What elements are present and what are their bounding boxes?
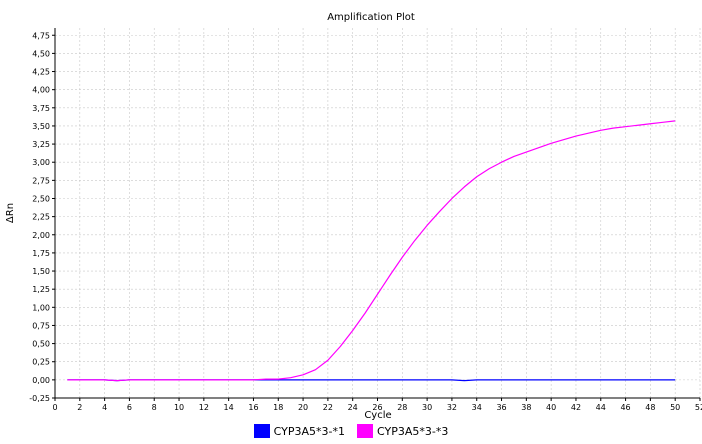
plot-area-svg: Amplification Plot -0,25 0,00 0,25 0,50 0,75… (5, 12, 702, 421)
x-tick-label: 32 (447, 403, 457, 412)
chart-title: Amplification Plot (327, 12, 415, 23)
x-tick-label: 14 (224, 403, 234, 412)
x-tick-label: 40 (546, 403, 556, 412)
legend: CYP3A5*3-*1 CYP3A5*3-*3 (0, 424, 702, 438)
grid-layer (54, 28, 701, 399)
y-tick-label: 1,00 (32, 303, 50, 312)
x-tick-label: 30 (422, 403, 432, 412)
x-tick-label: 24 (348, 403, 358, 412)
x-tick-label: 42 (571, 403, 581, 412)
x-tick-label: 34 (472, 403, 482, 412)
y-tick-label: 0,25 (32, 358, 50, 367)
y-tick-label: 1,50 (32, 267, 50, 276)
x-tick-label: 0 (52, 403, 57, 412)
x-tick-label: 18 (273, 403, 283, 412)
x-tick-label: 22 (323, 403, 333, 412)
legend-label: CYP3A5*3-*1 (273, 424, 345, 438)
y-tick-label: 4,00 (32, 86, 50, 95)
x-tick-label: 2 (77, 403, 82, 412)
x-tick-label: 28 (397, 403, 407, 412)
series-layer (67, 120, 676, 382)
x-tick-label: 4 (102, 403, 107, 412)
y-tick-label: 3,25 (32, 140, 50, 149)
y-tick-label: 4,25 (32, 68, 50, 77)
x-tick-label: 36 (496, 403, 506, 412)
x-tick-label: 50 (670, 403, 680, 412)
y-tick-label: 3,75 (32, 104, 50, 113)
y-tick-label: 3,50 (32, 122, 50, 131)
y-tick-label: 2,75 (32, 176, 50, 185)
x-tick-label: 20 (298, 403, 308, 412)
legend-swatch-blue (253, 424, 270, 438)
y-tick-label: 3,00 (32, 158, 50, 167)
legend-item-cyp3a5-3-3[interactable]: CYP3A5*3-*3 (357, 424, 448, 438)
y-tick-label: 2,00 (32, 231, 50, 240)
x-axis-title: Cycle (364, 410, 391, 421)
x-tick-label: 38 (521, 403, 531, 412)
x-tick-label: 8 (152, 403, 157, 412)
y-tick-label: 0,75 (32, 321, 50, 330)
axis-layer: -0,25 0,00 0,25 0,50 0,75 1,00 1,25 1,50 1,75 2,0… (29, 28, 702, 412)
x-tick-label: 12 (199, 403, 209, 412)
y-tick-label: 1,75 (32, 249, 50, 258)
legend-label: CYP3A5*3-*3 (377, 424, 449, 438)
y-tick-label: 2,50 (32, 194, 50, 203)
x-tick-label: 52 (695, 403, 702, 412)
x-tick-label: 16 (248, 403, 258, 412)
x-tick-label: 6 (127, 403, 132, 412)
y-axis-title: ΔRn (5, 203, 16, 223)
x-tick-label: 46 (620, 403, 630, 412)
y-tick-label: 0,50 (32, 340, 50, 349)
x-tick-label: 44 (596, 403, 606, 412)
y-tick-label: 4,50 (32, 49, 50, 58)
y-tick-label: 4,75 (32, 31, 50, 40)
legend-swatch-magenta (357, 424, 373, 438)
y-tick-label: 0,00 (32, 376, 50, 385)
legend-item-cyp3a5-3-1[interactable]: CYP3A5*3-*1 (253, 424, 345, 438)
y-tick-label: 1,25 (32, 285, 50, 294)
series-line-1 (67, 120, 676, 382)
y-tick-label: -0,25 (29, 394, 50, 403)
x-tick-label: 48 (645, 403, 655, 412)
x-tick-label: 26 (372, 403, 382, 412)
x-tick-label: 10 (174, 403, 184, 412)
y-tick-label: 2,25 (32, 213, 50, 222)
